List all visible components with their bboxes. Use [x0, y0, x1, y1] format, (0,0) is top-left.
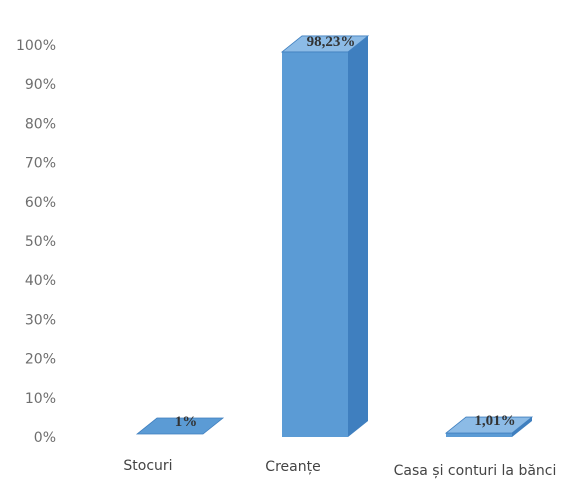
bar	[280, 35, 370, 437]
bar-top	[135, 417, 225, 435]
bar-top	[444, 416, 534, 434]
x-tick-label: Stocuri	[123, 458, 172, 474]
y-tick-label: 90%	[25, 77, 56, 93]
y-tick-label: 40%	[25, 273, 56, 289]
data-label: 1%	[175, 414, 198, 430]
y-tick-label: 70%	[25, 156, 56, 172]
data-label: 98,23%	[307, 34, 356, 50]
y-tick-label: 20%	[25, 352, 56, 368]
y-axis: 0% 10% 20% 30% 40% 50% 60% 70% 80% 90% 100%	[16, 38, 56, 446]
y-tick-label: 80%	[25, 116, 56, 132]
y-tick-label: 100%	[16, 38, 56, 54]
bar-side	[512, 417, 532, 437]
y-tick-label: 50%	[25, 234, 56, 250]
x-axis: Stocuri Creanțe Casa și conturi la bănci	[123, 458, 556, 479]
x-tick-label: Creanțe	[265, 459, 320, 475]
bar	[444, 416, 534, 437]
bar-front	[282, 51, 348, 437]
bar-front	[446, 433, 512, 437]
bar-side	[348, 35, 368, 437]
y-tick-label: 10%	[25, 391, 56, 407]
bars-group	[135, 35, 534, 437]
data-labels-group: 1% 98,23% 1,01%	[175, 34, 516, 430]
x-tick-label: Casa și conturi la bănci	[394, 463, 557, 479]
y-tick-label: 60%	[25, 195, 56, 211]
data-label: 1,01%	[474, 413, 515, 429]
bar-top	[280, 35, 370, 53]
bar	[135, 417, 225, 435]
y-tick-label: 30%	[25, 312, 56, 328]
y-tick-label: 0%	[34, 430, 56, 446]
